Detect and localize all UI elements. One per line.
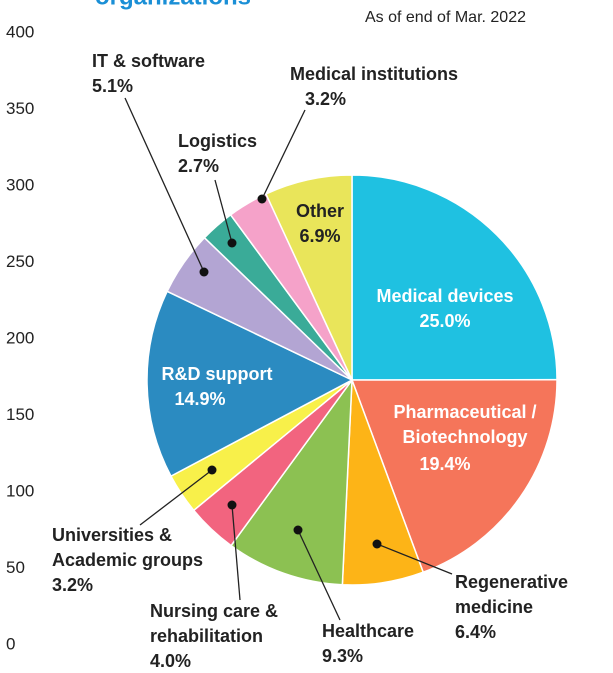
leader-line bbox=[297, 529, 341, 621]
value-label: 25.0% bbox=[419, 311, 470, 331]
y-tick-label: 200 bbox=[6, 328, 34, 347]
slice-label: IT & software bbox=[92, 51, 205, 71]
y-tick-label: 100 bbox=[6, 481, 34, 500]
leader-dot bbox=[227, 238, 237, 248]
pie-slice bbox=[264, 174, 353, 381]
slice-label: Medical devices bbox=[376, 286, 513, 306]
value-label: 6.9% bbox=[299, 226, 340, 246]
y-tick-label: 150 bbox=[6, 405, 34, 424]
leader-dot bbox=[257, 194, 267, 204]
value-label: 5.1% bbox=[92, 76, 133, 96]
value-label: 9.3% bbox=[322, 646, 363, 666]
slice-label: Healthcare bbox=[322, 621, 414, 641]
leader-line bbox=[214, 179, 233, 244]
leader-dot bbox=[207, 465, 217, 475]
y-tick-label: 400 bbox=[6, 22, 34, 41]
slice-label: Regenerative bbox=[455, 572, 568, 592]
slice-label: R&D support bbox=[162, 364, 273, 384]
leader-dot bbox=[372, 539, 382, 549]
value-label: 4.0% bbox=[150, 651, 191, 671]
leader-line bbox=[139, 469, 213, 526]
y-tick-label: 50 bbox=[6, 558, 25, 577]
slice-label: Logistics bbox=[178, 131, 257, 151]
slice-label: Biotechnology bbox=[403, 427, 528, 447]
value-label: 3.2% bbox=[305, 89, 346, 109]
y-tick-label: 300 bbox=[6, 175, 34, 194]
leader-dot bbox=[227, 500, 237, 510]
leader-dot bbox=[199, 267, 209, 277]
pie-slice bbox=[351, 174, 558, 381]
y-tick-label: 250 bbox=[6, 252, 34, 271]
slice-label: Universities & bbox=[52, 525, 172, 545]
slice-label: medicine bbox=[455, 597, 533, 617]
leader-line bbox=[124, 97, 205, 273]
slice-label: Pharmaceutical / bbox=[393, 402, 536, 422]
pie-slice bbox=[146, 290, 354, 478]
chart-subtitle: As of end of Mar. 2022 bbox=[365, 9, 526, 26]
y-tick-label: 350 bbox=[6, 99, 34, 118]
value-label: 19.4% bbox=[419, 454, 470, 474]
value-label: 14.9% bbox=[174, 389, 225, 409]
slice-label: Academic groups bbox=[52, 550, 203, 570]
value-label: 3.2% bbox=[52, 575, 93, 595]
value-label: 6.4% bbox=[455, 622, 496, 642]
leader-line bbox=[376, 543, 453, 575]
slice-label: rehabilitation bbox=[150, 626, 263, 646]
slice-label: Medical institutions bbox=[290, 64, 458, 84]
value-label: 2.7% bbox=[178, 156, 219, 176]
pie-slice bbox=[350, 378, 558, 574]
slice-label: Nursing care & bbox=[150, 601, 278, 621]
slice-label: Other bbox=[296, 201, 344, 221]
leader-dot bbox=[293, 525, 303, 535]
chart-title: organizations bbox=[95, 0, 251, 10]
leader-line bbox=[261, 109, 306, 200]
y-tick-label: 0 bbox=[6, 634, 15, 653]
leader-line bbox=[231, 504, 241, 601]
